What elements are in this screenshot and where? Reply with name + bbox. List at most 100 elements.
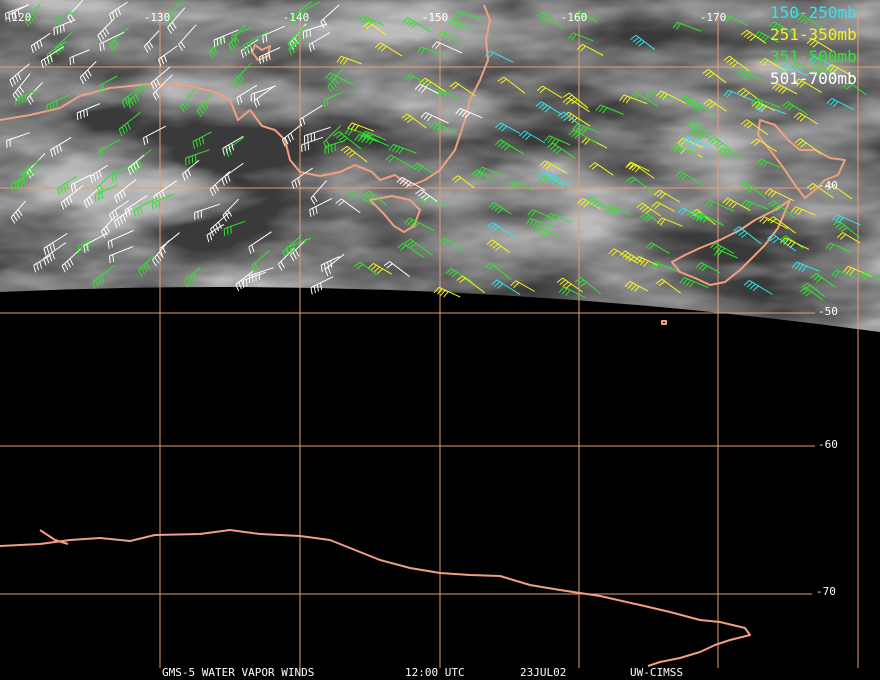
wind-barb [806, 182, 834, 199]
wind-barb [388, 144, 417, 155]
wind-barb [231, 27, 252, 43]
wind-barb [735, 68, 762, 81]
wind-barb [184, 267, 202, 288]
wind-barb [824, 183, 853, 200]
wind-barb [324, 140, 346, 155]
wind-barb [21, 158, 41, 181]
wind-barb [243, 31, 269, 53]
wind-barb [651, 201, 675, 212]
wind-barb [46, 94, 70, 113]
wind-barb [653, 189, 681, 203]
wind-barb [253, 85, 275, 108]
wind-barb [825, 242, 853, 253]
wind-barb [206, 223, 225, 243]
wind-barb [194, 203, 221, 220]
wind-barb [831, 269, 856, 279]
wind-barb [10, 200, 26, 224]
wind-barb [340, 145, 368, 163]
nz-north [757, 119, 846, 199]
wind-barb [737, 87, 761, 101]
wind-barb [151, 193, 175, 210]
wind-barb [9, 63, 30, 87]
wind-barb [857, 270, 880, 281]
wind-barb [236, 84, 258, 105]
footer-title: GMS-5 WATER VAPOR WINDS [162, 666, 314, 679]
wind-barb [645, 90, 670, 100]
wind-barb [344, 127, 371, 137]
wind-barb [57, 175, 78, 196]
wind-barb [759, 216, 789, 230]
antarctica-inlet [39, 529, 69, 545]
wind-barb [33, 254, 52, 273]
wind-barb [793, 78, 822, 93]
wind-barb [277, 247, 295, 271]
footer: GMS-5 WATER VAPOR WINDS 12:00 UTC 23JUL0… [162, 666, 683, 679]
wind-barb [290, 1, 312, 26]
wind-barb [310, 180, 328, 205]
wind-barb [362, 21, 387, 36]
wind-barb [525, 217, 557, 229]
wind-barb [303, 126, 331, 144]
wind-barb [8, 4, 29, 22]
wind-barb [114, 179, 137, 204]
wind-barb [287, 25, 306, 50]
wind-barb [353, 261, 377, 275]
wind-barb [228, 24, 246, 51]
wind-barb [703, 99, 727, 112]
wind-barb [755, 104, 787, 115]
wind-barb [327, 66, 345, 93]
wind-barb [456, 275, 485, 294]
wind-barb [558, 286, 586, 299]
wind-barb [290, 238, 308, 262]
wind-barb [495, 122, 521, 134]
footer-date: 23JUL02 [520, 666, 566, 679]
wind-barb [76, 103, 101, 121]
antarctica-coast [0, 529, 751, 667]
wind-barb [619, 250, 644, 264]
wind-barb [831, 214, 861, 226]
wind-barb [5, 4, 29, 21]
wind-barb [640, 212, 664, 227]
wind-barb [722, 14, 749, 27]
wind-barb [843, 265, 873, 278]
wind-barb [385, 154, 416, 170]
wind-barb [670, 144, 699, 155]
wind-barb [722, 197, 751, 212]
wind-barb [250, 85, 277, 102]
wind-barb [397, 243, 425, 258]
wind-barb [519, 130, 546, 144]
wind-barb [645, 242, 670, 255]
wind-barb [447, 19, 472, 31]
cape-york [251, 44, 271, 61]
wind-barb [708, 136, 732, 151]
wind-barb [588, 162, 614, 176]
legend-entry: 251-350mb [770, 25, 857, 44]
wind-barb [98, 139, 120, 159]
wind-barb [347, 122, 374, 132]
footer-source: UW-CIMSS [630, 666, 683, 679]
wind-barb [585, 196, 615, 214]
wind-barb [130, 149, 152, 175]
wind-barb [150, 66, 171, 90]
wind-barb [677, 137, 703, 149]
wind-barb [527, 208, 559, 222]
wind-barb [546, 142, 576, 159]
wind-barb [152, 74, 173, 101]
wind-barb [208, 36, 224, 59]
wind-barb [209, 171, 231, 197]
wind-barb [286, 237, 312, 255]
wind-barb [133, 196, 160, 217]
wind-barb [556, 277, 583, 293]
wind-barb [764, 188, 795, 202]
wind-barb [26, 82, 43, 105]
wind-barb [248, 267, 274, 284]
wind-barb [70, 174, 92, 192]
wind-barb [43, 242, 67, 266]
wind-barb [83, 186, 102, 209]
wind-barb [768, 21, 795, 35]
footer-time: 12:00 UTC [405, 666, 465, 679]
wind-barb [333, 131, 362, 150]
wind-barb [568, 129, 597, 144]
wind-barb [411, 162, 435, 175]
